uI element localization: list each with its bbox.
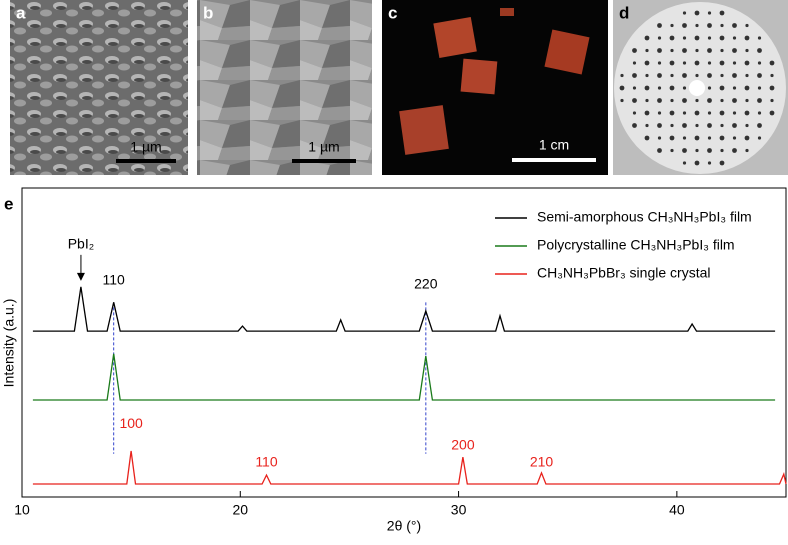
scale-label: 1 cm	[539, 137, 569, 153]
scale-label: 1 µm	[308, 139, 339, 155]
peak-label: 110	[103, 271, 126, 287]
x-axis-label: 2θ (°)	[387, 518, 421, 534]
peak-label: PbI₂	[68, 236, 94, 252]
x-tick-label: 10	[14, 502, 30, 518]
scale-bar	[116, 159, 176, 163]
panel-label: b	[203, 3, 213, 22]
x-tick-label: 40	[669, 502, 685, 518]
legend-label: Polycrystalline CH₃NH₃PbI₃ film	[537, 237, 735, 253]
sem-image	[197, 0, 372, 175]
peak-label: 200	[451, 437, 475, 453]
panel-label: e	[4, 194, 13, 213]
x-tick-label: 30	[451, 502, 467, 518]
panel-label: c	[388, 3, 397, 22]
spectrum-line	[32, 353, 776, 401]
x-tick-label: 20	[232, 502, 248, 518]
beam-stop	[689, 80, 705, 96]
scale-bar	[292, 159, 356, 163]
panel-label: d	[619, 3, 629, 22]
peak-label: 100	[119, 415, 143, 431]
panel-label: a	[16, 3, 26, 22]
spectrum-line	[32, 286, 776, 332]
legend-label: CH₃NH₃PbBr₃ single crystal	[537, 265, 710, 281]
crystals	[399, 8, 590, 155]
y-axis-label: Intensity (a.u.)	[1, 299, 17, 388]
scale-bar	[512, 158, 596, 162]
scale-label: 1 µm	[130, 139, 161, 155]
peak-label: 110	[255, 454, 278, 470]
peak-label: 210	[530, 454, 554, 470]
arrow-head	[76, 272, 85, 281]
sem-image	[10, 0, 188, 175]
legend-label: Semi-amorphous CH₃NH₃PbI₃ film	[537, 209, 752, 225]
peak-label: 220	[414, 276, 438, 292]
plot-frame	[21, 187, 787, 498]
spectrum-line	[32, 450, 787, 485]
